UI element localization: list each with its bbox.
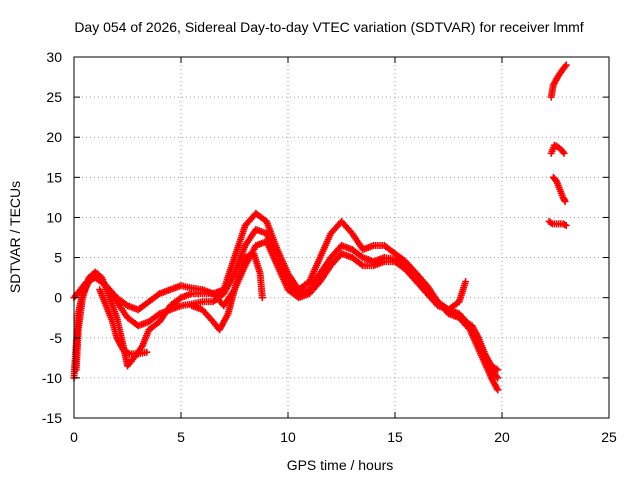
- y-tick-label: 20: [46, 129, 62, 145]
- x-axis-label: GPS time / hours: [287, 457, 394, 473]
- data-point: [258, 294, 266, 302]
- axis-ticks: 0 5 10 15 20 25 -15 -10 -5 0 5 10 15 20 25 30: [42, 49, 617, 445]
- y-axis-label: SDTVAR / TECUs: [7, 181, 23, 293]
- data-point: [561, 221, 569, 229]
- grid: [74, 57, 609, 418]
- data-point: [494, 386, 502, 394]
- data-points: [70, 61, 570, 394]
- data-point: [547, 219, 555, 227]
- data-point: [561, 62, 569, 70]
- y-tick-label: 15: [46, 169, 62, 185]
- data-point: [143, 348, 151, 356]
- x-tick-label: 20: [494, 429, 510, 445]
- y-tick-label: -15: [42, 410, 62, 426]
- y-tick-label: 25: [46, 89, 62, 105]
- data-point: [559, 148, 567, 156]
- data-point: [562, 221, 570, 229]
- chart-title: Day 054 of 2026, Sidereal Day-to-day VTE…: [74, 19, 583, 35]
- data-point: [494, 374, 502, 382]
- x-tick-label: 0: [70, 429, 78, 445]
- x-tick-label: 15: [387, 429, 403, 445]
- y-tick-label: -10: [42, 370, 62, 386]
- y-tick-label: 0: [54, 290, 62, 306]
- y-tick-label: 30: [46, 49, 62, 65]
- y-tick-label: -5: [50, 330, 63, 346]
- data-point: [357, 260, 365, 268]
- data-point: [560, 149, 568, 157]
- x-tick-label: 5: [177, 429, 185, 445]
- y-tick-label: 10: [46, 209, 62, 225]
- data-point: [561, 197, 569, 205]
- data-point: [462, 278, 470, 286]
- data-point: [494, 366, 502, 374]
- data-point: [562, 61, 570, 69]
- x-tick-label: 10: [280, 429, 296, 445]
- y-tick-label: 5: [54, 250, 62, 266]
- plot-border: [73, 56, 610, 419]
- x-tick-label: 25: [601, 429, 617, 445]
